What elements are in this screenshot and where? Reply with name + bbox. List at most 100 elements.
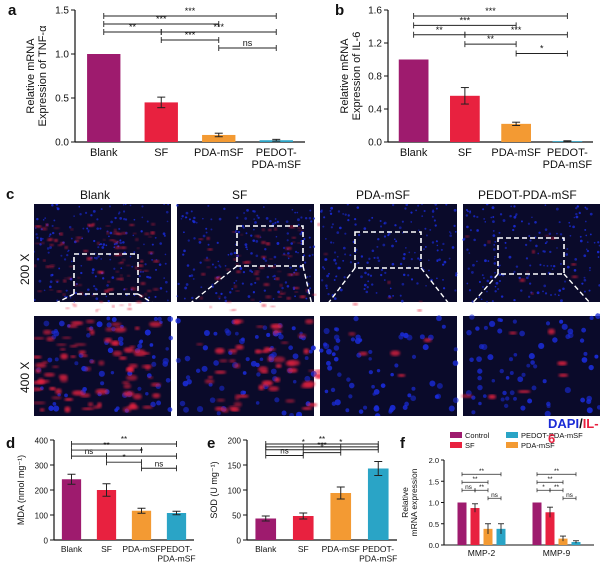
dapi-nucleus (380, 273, 383, 277)
sig-label: * (302, 438, 305, 447)
dapi-nucleus (347, 214, 350, 217)
dapi-nucleus (290, 242, 294, 245)
dapi-nucleus (515, 265, 519, 268)
dapi-nucleus (490, 216, 493, 219)
sig-label: ** (436, 25, 444, 35)
bar-2 (202, 134, 236, 142)
dapi-nucleus (167, 316, 174, 322)
dapi-nucleus (299, 232, 302, 236)
dapi-nucleus (175, 318, 181, 324)
dapi-nucleus (581, 327, 587, 333)
il6-signal (526, 270, 529, 273)
dapi-nucleus (245, 232, 248, 235)
dapi-nucleus (435, 207, 438, 210)
dapi-nucleus (294, 268, 298, 272)
dapi-nucleus (246, 209, 249, 212)
dapi-nucleus (218, 217, 222, 221)
dapi-nucleus (449, 234, 453, 238)
dapi-nucleus (597, 256, 600, 258)
dapi-nucleus (494, 285, 497, 288)
dapi-nucleus (399, 262, 403, 266)
il6-signal (204, 259, 211, 261)
il6-signal (114, 246, 121, 250)
dapi-nucleus (245, 246, 248, 249)
dapi-nucleus (250, 360, 257, 367)
dapi-nucleus (323, 216, 326, 219)
dapi-nucleus (165, 377, 171, 383)
dapi-nucleus (550, 264, 553, 267)
dapi-nucleus (113, 246, 116, 249)
il6-signal (135, 238, 139, 241)
dapi-nucleus (363, 405, 368, 410)
dapi-nucleus (487, 260, 490, 262)
dapi-nucleus (158, 263, 162, 266)
dapi-nucleus (244, 217, 248, 220)
dapi-nucleus (529, 239, 532, 242)
dapi-nucleus (486, 279, 490, 283)
dapi-nucleus (497, 328, 503, 334)
dapi-nucleus (164, 280, 168, 284)
dapi-nucleus (56, 206, 58, 209)
x-tick-label: SF (101, 544, 112, 554)
dapi-nucleus (99, 227, 102, 230)
dapi-nucleus (585, 234, 588, 237)
dapi-nucleus (156, 400, 162, 406)
il6-signal (387, 297, 393, 299)
dapi-nucleus (53, 219, 56, 222)
dapi-nucleus (271, 351, 277, 358)
column-label-sf: SF (232, 188, 248, 202)
dapi-nucleus (512, 319, 517, 324)
dapi-nucleus (342, 259, 345, 262)
dapi-nucleus (215, 291, 218, 295)
dapi-nucleus (193, 216, 196, 220)
dapi-nucleus (366, 286, 369, 289)
dapi-nucleus (551, 268, 554, 270)
il6-signal (43, 259, 46, 262)
il6-signal (120, 261, 124, 263)
panel-label-e: e (207, 435, 216, 452)
dapi-nucleus (325, 360, 331, 366)
dapi-nucleus (337, 372, 342, 377)
il6-signal (270, 305, 276, 308)
il6-signal (77, 284, 83, 286)
row-label-200x: 200 X (18, 253, 32, 285)
dapi-nucleus (431, 241, 435, 244)
dapi-nucleus (349, 254, 352, 257)
dapi-nucleus (469, 314, 475, 320)
dapi-nucleus (559, 233, 563, 236)
il6-signal (545, 234, 550, 237)
il6-signal (39, 408, 45, 412)
il6-signal (136, 247, 140, 250)
dapi-nucleus (87, 288, 90, 291)
il6-signal (147, 289, 152, 293)
dapi-nucleus (583, 351, 588, 356)
dapi-nucleus (481, 285, 484, 288)
dapi-nucleus (97, 255, 100, 258)
chart-e-sod: 0 50 100 150 200 SOD (U mg⁻¹) Blank SF PDA-mSF PE… (209, 435, 397, 563)
dapi-nucleus (402, 405, 408, 410)
dapi-nucleus (453, 224, 456, 228)
dapi-nucleus (297, 218, 300, 222)
il6-signal (112, 340, 120, 346)
dapi-nucleus (122, 204, 125, 206)
stain-legend: DAPI/IL-6 (548, 416, 600, 446)
dapi-nucleus (452, 397, 459, 404)
dapi-nucleus (505, 396, 510, 401)
bar-0 (61, 479, 82, 540)
il6-signal (129, 345, 136, 349)
y-tick-label: 0.4 (368, 105, 382, 116)
dapi-nucleus (183, 249, 186, 253)
il6-signal (64, 406, 71, 413)
dapi-nucleus (525, 276, 529, 280)
dapi-nucleus (455, 272, 458, 275)
dapi-nucleus (326, 274, 329, 278)
dapi-nucleus (192, 277, 195, 280)
il6-signal (53, 227, 60, 229)
dapi-nucleus (429, 228, 432, 231)
dapi-nucleus (54, 357, 59, 362)
bar-1 (96, 490, 117, 540)
bar-0-0 (457, 502, 467, 545)
bar-0-2 (483, 528, 493, 545)
il6-signal (240, 233, 244, 236)
il6-signal (70, 320, 84, 326)
